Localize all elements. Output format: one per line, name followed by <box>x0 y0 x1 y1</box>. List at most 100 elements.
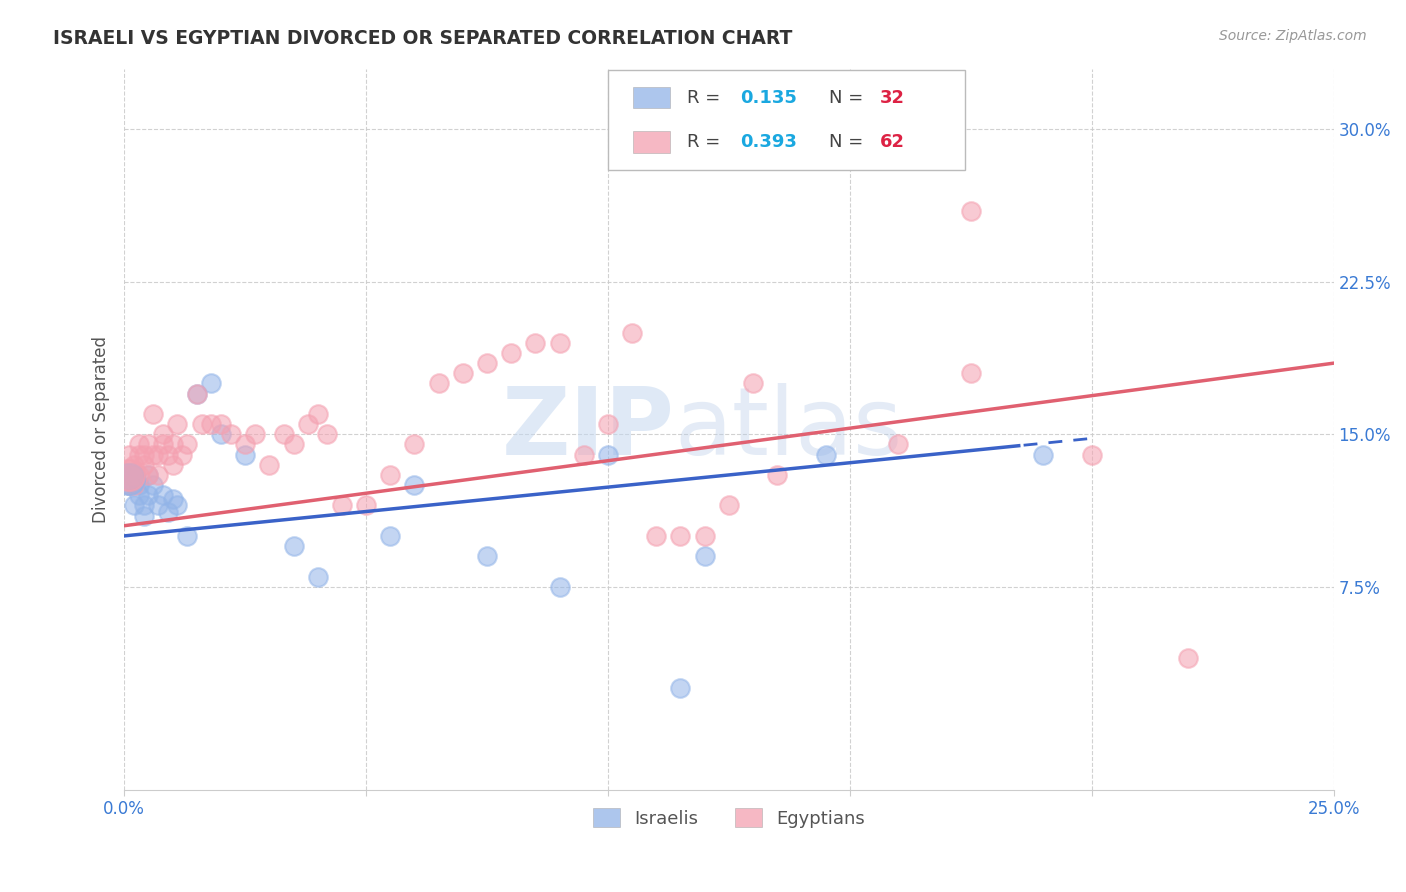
Text: 32: 32 <box>880 88 905 106</box>
Point <box>427 376 450 391</box>
Text: 62: 62 <box>880 133 905 151</box>
Point <box>190 417 212 431</box>
Point <box>451 367 474 381</box>
Point <box>156 448 179 462</box>
Point <box>156 504 179 518</box>
Point <box>475 356 498 370</box>
Legend: Israelis, Egyptians: Israelis, Egyptians <box>586 801 872 835</box>
Text: N =: N = <box>830 133 869 151</box>
Point <box>138 467 160 482</box>
Point <box>283 437 305 451</box>
Point <box>172 448 194 462</box>
Point <box>122 467 145 482</box>
Point <box>146 467 169 482</box>
Point <box>122 499 145 513</box>
Point <box>742 376 765 391</box>
Point <box>548 335 571 350</box>
Point <box>959 367 981 381</box>
Text: R =: R = <box>686 133 725 151</box>
Point <box>118 467 141 482</box>
Point <box>887 437 910 451</box>
Point <box>176 437 198 451</box>
Point <box>122 458 145 472</box>
Point <box>354 499 377 513</box>
Point <box>316 427 339 442</box>
Point <box>814 448 837 462</box>
Point <box>132 508 155 523</box>
Point <box>132 499 155 513</box>
Point <box>142 478 165 492</box>
Point <box>118 448 141 462</box>
Point <box>166 499 188 513</box>
Point <box>524 335 547 350</box>
Point <box>118 467 141 482</box>
Text: atlas: atlas <box>675 384 903 475</box>
Point <box>669 529 692 543</box>
FancyBboxPatch shape <box>633 87 669 109</box>
Text: 0.393: 0.393 <box>740 133 797 151</box>
Point <box>572 448 595 462</box>
Point <box>959 203 981 218</box>
FancyBboxPatch shape <box>607 70 965 169</box>
Text: N =: N = <box>830 88 869 106</box>
Point <box>307 407 329 421</box>
Point <box>1080 448 1102 462</box>
Point <box>122 467 145 482</box>
Point <box>404 478 426 492</box>
Point <box>138 467 160 482</box>
Point <box>186 386 208 401</box>
Point <box>128 488 150 502</box>
Point <box>132 458 155 472</box>
Point <box>307 569 329 583</box>
Point <box>209 427 232 442</box>
Point <box>548 580 571 594</box>
Point <box>297 417 319 431</box>
Point <box>128 448 150 462</box>
Point <box>200 417 222 431</box>
Point <box>166 417 188 431</box>
Point <box>243 427 266 442</box>
Point <box>717 499 740 513</box>
Text: 0.135: 0.135 <box>740 88 797 106</box>
Point <box>259 458 281 472</box>
Text: ISRAELI VS EGYPTIAN DIVORCED OR SEPARATED CORRELATION CHART: ISRAELI VS EGYPTIAN DIVORCED OR SEPARATE… <box>53 29 793 47</box>
Point <box>693 549 716 564</box>
Point <box>118 467 141 482</box>
Point <box>766 467 789 482</box>
Point <box>146 499 169 513</box>
Point <box>219 427 242 442</box>
Point <box>138 437 160 451</box>
Point <box>1032 448 1054 462</box>
Point <box>142 448 165 462</box>
Point <box>621 326 644 340</box>
Point <box>162 458 184 472</box>
Point <box>209 417 232 431</box>
Point <box>146 448 169 462</box>
Point <box>152 427 174 442</box>
Point <box>118 478 141 492</box>
Point <box>283 539 305 553</box>
Point <box>132 448 155 462</box>
Point <box>118 478 141 492</box>
Point <box>128 437 150 451</box>
Point <box>380 467 402 482</box>
Point <box>330 499 353 513</box>
Point <box>186 386 208 401</box>
Point <box>233 437 256 451</box>
Point <box>669 681 692 696</box>
Point <box>142 407 165 421</box>
Point <box>380 529 402 543</box>
Text: ZIP: ZIP <box>502 384 675 475</box>
Point <box>128 467 150 482</box>
Point <box>645 529 668 543</box>
Point <box>501 346 523 360</box>
Point <box>152 437 174 451</box>
Point <box>162 492 184 507</box>
Y-axis label: Divorced or Separated: Divorced or Separated <box>93 335 110 523</box>
Point <box>233 448 256 462</box>
Point <box>1177 650 1199 665</box>
Point <box>128 478 150 492</box>
Point <box>596 448 619 462</box>
Point <box>152 488 174 502</box>
Point <box>273 427 295 442</box>
